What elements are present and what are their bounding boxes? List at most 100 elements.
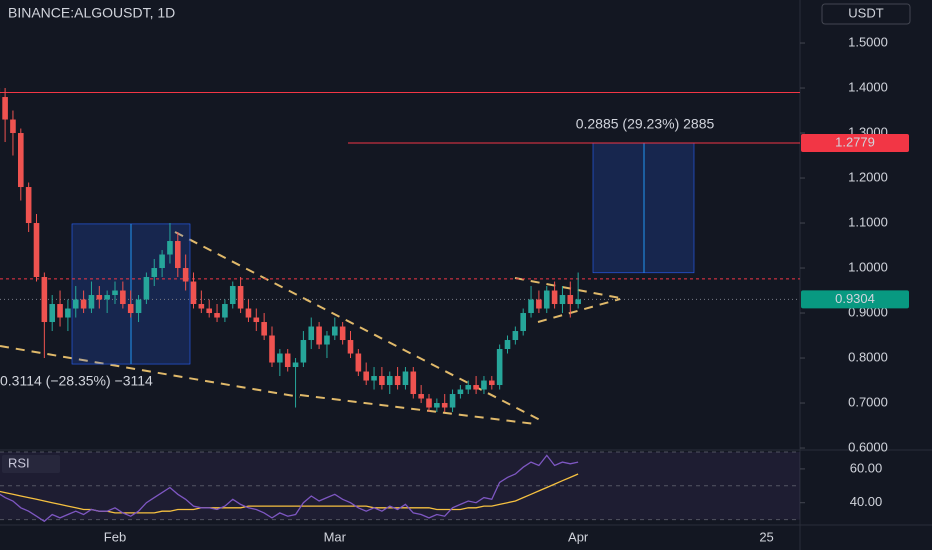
candle-body <box>57 304 63 318</box>
candle-body <box>222 304 228 318</box>
candle-body <box>473 385 479 390</box>
candle-body <box>386 376 393 386</box>
candle-body <box>245 308 252 318</box>
candle-body <box>277 353 283 363</box>
candle-body <box>120 290 126 305</box>
candle-body <box>426 398 432 408</box>
candle-body <box>135 299 142 314</box>
x-tick-label: Apr <box>568 529 589 544</box>
candle-body <box>269 335 275 363</box>
candle-body <box>324 335 330 345</box>
candle-body <box>41 277 48 323</box>
candle-body <box>190 281 197 305</box>
candle-body <box>379 376 385 386</box>
candle-body <box>308 326 315 341</box>
currency-label[interactable]: USDT <box>848 5 883 20</box>
candle-body <box>300 340 307 363</box>
candle-body <box>347 340 354 354</box>
trend-line <box>514 277 621 299</box>
candle-body <box>96 295 103 300</box>
candle-body <box>567 295 574 305</box>
candle-body <box>496 349 503 386</box>
x-tick-label: 25 <box>759 529 773 544</box>
trend-line <box>299 394 536 425</box>
candle-body <box>512 331 519 341</box>
y-tick-label: 0.7000 <box>848 394 888 409</box>
candle-body <box>316 326 322 345</box>
candle-body <box>72 299 79 309</box>
candle-body <box>457 389 464 395</box>
candle-body <box>261 322 267 336</box>
candle-body <box>575 299 581 305</box>
candle-body <box>253 317 260 323</box>
candle-body <box>25 187 32 224</box>
price-label-box <box>801 133 909 152</box>
candle-body <box>410 371 417 395</box>
candle-body <box>49 304 55 323</box>
candle-body <box>418 394 424 399</box>
candle-body <box>528 299 534 314</box>
last-price-label: 0.9304 <box>835 291 875 306</box>
y-tick-label: 0.8000 <box>848 349 888 364</box>
candle-body <box>394 376 401 386</box>
candle-body <box>355 353 362 372</box>
candle-body <box>402 371 409 386</box>
rsi-label-box <box>2 455 60 473</box>
candle-body <box>214 313 220 318</box>
candle-body <box>206 308 212 314</box>
candle-body <box>104 295 110 300</box>
candle-body <box>143 277 150 300</box>
candle-body <box>112 290 118 296</box>
chart-title: BINANCE:ALGOUSDT, 1D <box>8 5 175 21</box>
candle-body <box>363 371 369 381</box>
candle-body <box>175 241 181 269</box>
candle-body <box>151 268 158 278</box>
trend-line <box>174 231 541 421</box>
candle-body <box>371 376 377 381</box>
rsi-title: RSI <box>8 455 30 470</box>
candle-body <box>504 340 511 350</box>
candle-body <box>182 268 189 282</box>
candle-body <box>65 308 71 318</box>
candle-body <box>237 286 244 309</box>
candle-body <box>292 362 299 368</box>
candle-body <box>441 403 448 408</box>
candle-body <box>229 286 236 305</box>
y-tick-label: 1.4000 <box>848 79 888 94</box>
candle-body <box>449 394 456 408</box>
candle-body <box>339 326 346 341</box>
candle-body <box>18 133 24 188</box>
measure-label: 0.3114 (−28.35%) −3114 <box>0 373 153 389</box>
candle-body <box>543 290 550 309</box>
last-price-box <box>801 290 909 309</box>
candle-body <box>127 304 134 314</box>
candle-body <box>159 254 165 269</box>
candle-body <box>520 313 526 332</box>
price-label: 1.2779 <box>835 134 875 149</box>
x-tick-label: Feb <box>104 529 126 544</box>
y-tick-label: 40.00 <box>850 494 883 509</box>
y-tick-label: 60.00 <box>850 460 883 475</box>
candle-body <box>33 223 40 278</box>
trend-line <box>537 298 621 323</box>
drawings <box>0 231 621 425</box>
candle-body <box>198 304 205 309</box>
measure-label: 0.2885 (29.23%) 2885 <box>576 116 715 132</box>
candle-body <box>284 353 291 368</box>
y-tick-label: 1.1000 <box>848 214 888 229</box>
y-tick-label: 1.0000 <box>848 259 888 274</box>
candle-body <box>481 380 487 390</box>
candle-body <box>559 295 566 305</box>
x-tick-label: Mar <box>324 529 347 544</box>
y-tick-label: 1.2000 <box>848 169 888 184</box>
rsi-line <box>0 454 579 523</box>
currency-box[interactable] <box>821 3 911 25</box>
y-tick-label: 0.6000 <box>848 439 888 454</box>
candle-body <box>80 299 87 309</box>
candle-body <box>332 326 338 336</box>
candle-body <box>167 241 173 255</box>
candle-body <box>536 299 542 309</box>
candle-body <box>2 97 8 120</box>
